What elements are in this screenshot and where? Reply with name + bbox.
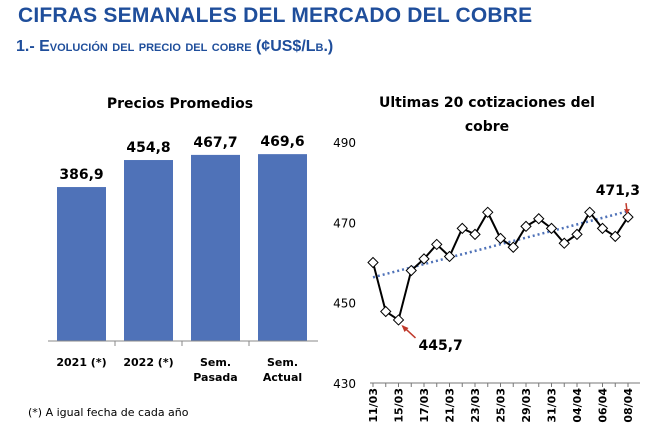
data-point — [418, 253, 430, 265]
y-tick-label: 430 — [333, 377, 356, 391]
data-point — [456, 222, 468, 235]
bar-category-label: Pasada — [193, 371, 237, 384]
bar-chart-note: (*) A igual fecha de cada año — [28, 406, 189, 419]
x-tick-label: 31/03 — [546, 388, 559, 423]
page-title: CIFRAS SEMANALES DEL MERCADO DEL COBRE — [18, 4, 533, 27]
x-tick-label: 23/03 — [469, 388, 482, 423]
bar-2 — [124, 160, 173, 341]
x-tick-label: 08/04 — [622, 388, 635, 423]
data-point — [507, 241, 519, 253]
data-point — [431, 238, 443, 251]
bar-value-label: 467,7 — [193, 135, 237, 151]
data-point — [494, 232, 507, 245]
data-point — [622, 211, 634, 223]
x-tick-label: 11/03 — [367, 388, 380, 423]
bar-value-label: 469,6 — [260, 134, 304, 150]
min-annotation-label: 445,7 — [419, 338, 463, 354]
data-point — [380, 305, 392, 318]
x-tick-label: 17/03 — [418, 388, 431, 423]
bar-category-label: Actual — [263, 371, 302, 384]
line-chart: Ultimas 20 cotizaciones del cobre 430 450… — [333, 95, 640, 423]
data-point — [392, 314, 405, 326]
trend-line — [372, 210, 629, 279]
bar-3 — [191, 154, 240, 341]
x-tick-label: 21/03 — [444, 388, 457, 423]
bar-value-label: 454,8 — [126, 140, 170, 156]
bar-category-label: 2022 (*) — [123, 356, 173, 369]
bar-value-label: 386,9 — [59, 167, 103, 183]
data-point — [520, 220, 532, 233]
bar-4 — [258, 154, 307, 341]
bar-category-label: Sem. — [267, 356, 298, 369]
data-point — [482, 206, 494, 218]
data-point — [367, 256, 379, 269]
bar-chart-title: Precios Promedios — [107, 96, 253, 112]
data-point — [545, 222, 558, 235]
min-annotation-arrowhead — [401, 324, 409, 332]
bar-category-label: 2021 (*) — [56, 356, 106, 369]
data-point — [584, 206, 596, 218]
y-tick-label: 450 — [333, 297, 356, 311]
data-point — [443, 250, 456, 263]
data-point — [558, 237, 570, 249]
data-point — [596, 222, 609, 235]
x-tick-label: 15/03 — [393, 388, 406, 423]
data-point — [469, 228, 481, 241]
data-point — [609, 230, 621, 243]
bar-chart: Precios Promedios 386,9 454,8 467,7 469,6 2… — [28, 96, 318, 419]
y-tick-label: 470 — [333, 216, 356, 230]
max-annotation-label: 471,3 — [596, 183, 640, 199]
data-point — [571, 228, 583, 241]
x-tick-label: 06/04 — [597, 388, 610, 423]
page-subtitle: 1.- Evolución del precio del cobre (¢US$… — [16, 38, 334, 55]
x-tick-label: 04/04 — [571, 388, 584, 423]
x-tick-label: 29/03 — [520, 388, 533, 423]
data-point — [405, 264, 417, 277]
line-chart-title-line1: Ultimas 20 cotizaciones del — [379, 95, 595, 111]
y-tick-label: 490 — [333, 136, 356, 150]
x-tick-label: 25/03 — [495, 388, 508, 423]
max-annotation-arrowhead — [624, 209, 630, 215]
data-point — [533, 213, 545, 225]
bar-1 — [57, 187, 106, 341]
line-chart-title-line2: cobre — [465, 119, 509, 135]
bar-category-label: Sem. — [200, 356, 231, 369]
